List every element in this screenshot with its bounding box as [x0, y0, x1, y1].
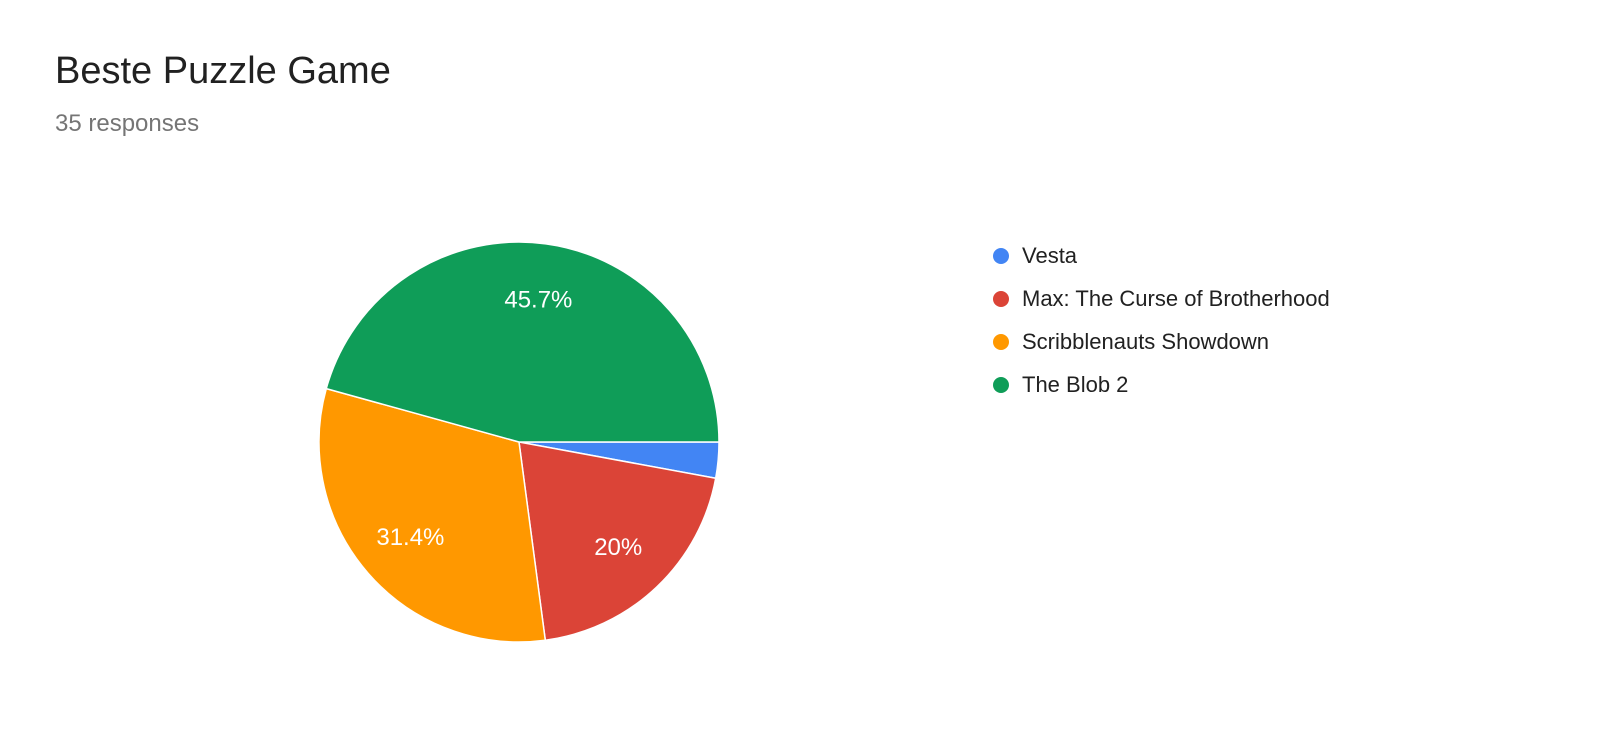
chart-header: Beste Puzzle Game 35 responses — [55, 50, 391, 138]
pie-slice-1[interactable] — [518, 441, 717, 642]
legend-item-vesta: Vesta — [993, 234, 1330, 277]
pie-slice-3[interactable] — [325, 241, 720, 443]
legend-item-the-blob-2: The Blob 2 — [993, 363, 1330, 406]
legend-color-dot — [993, 333, 1009, 350]
pie-slice-label: 31.4% — [376, 524, 444, 551]
legend-color-dot — [993, 376, 1009, 393]
legend-color-dot — [993, 247, 1009, 264]
pie-chart: 20% 31.4% 45.7% — [318, 241, 720, 643]
legend-item-label: The Blob 2 — [1022, 371, 1129, 397]
legend-color-dot — [993, 290, 1009, 307]
legend-item-label: Vesta — [1022, 242, 1078, 268]
legend-item-max: Max: The Curse of Brotherhood — [993, 277, 1330, 320]
response-count: 35 responses — [55, 109, 200, 137]
legend-item-label: Max: The Curse of Brotherhood — [1022, 285, 1330, 311]
pie-slice-label: 45.7% — [504, 287, 572, 314]
chart-legend: Vesta Max: The Curse of Brotherhood Scri… — [993, 234, 1330, 406]
pie-slice-2[interactable] — [318, 387, 547, 643]
legend-item-scribblenauts: Scribblenauts Showdown — [993, 320, 1330, 363]
legend-item-label: Scribblenauts Showdown — [1022, 328, 1270, 354]
pie-slice-label: 20% — [594, 534, 642, 561]
page-title: Beste Puzzle Game — [55, 50, 391, 92]
